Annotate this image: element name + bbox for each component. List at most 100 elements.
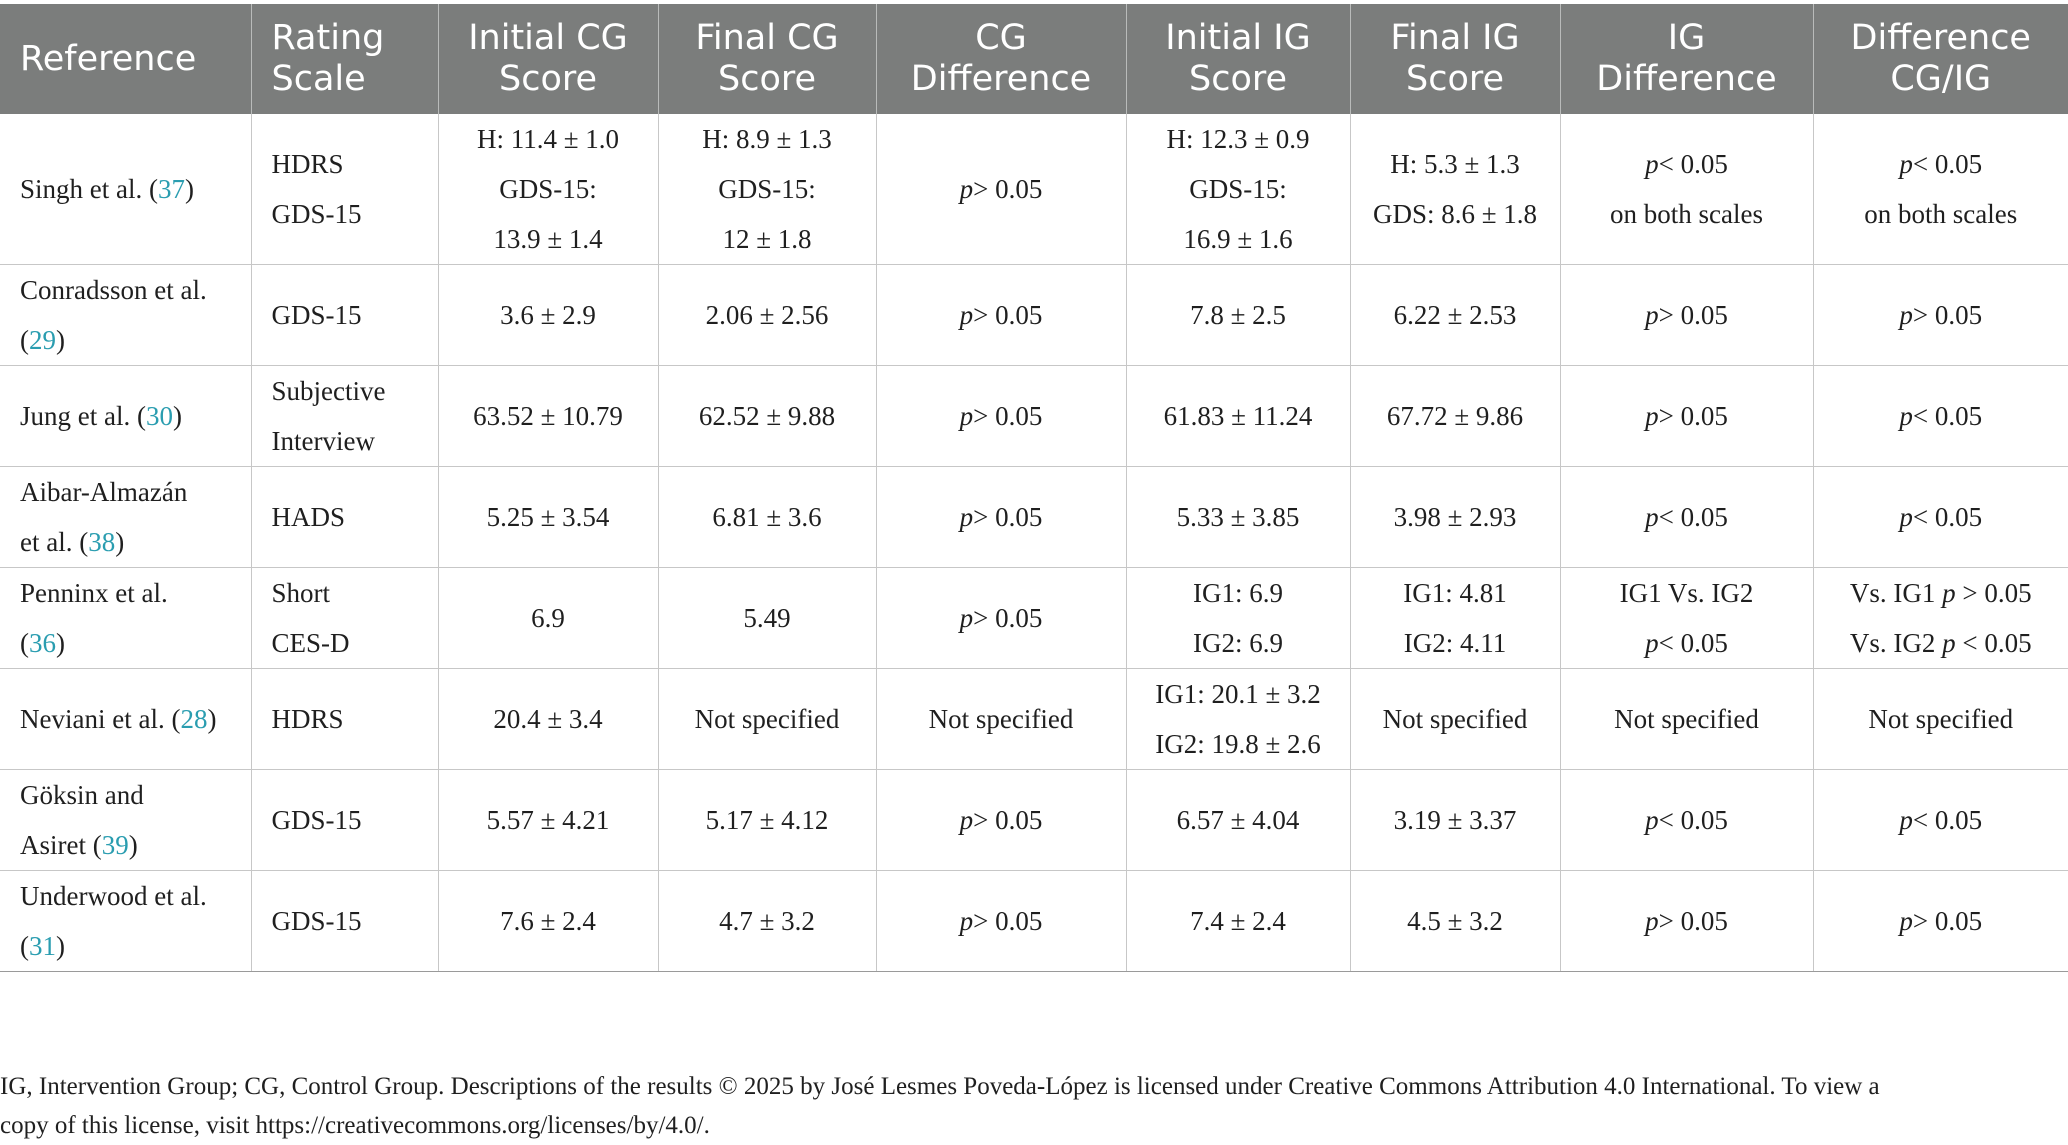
initial-ig-cell: IG1: 20.1 ± 3.2 IG2: 19.8 ± 2.6 — [1125, 668, 1350, 770]
cell-line: GDS-15: — [1189, 174, 1287, 204]
difference-cg-ig-cell: p< 0.05 on both scales — [1812, 114, 2068, 265]
final-ig-cell: IG1: 4.81 IG2: 4.11 — [1349, 567, 1560, 669]
cell-line: Not specified — [1382, 704, 1528, 734]
reference-close: ) — [56, 931, 65, 961]
final-ig-cell: 67.72 ± 9.86 — [1349, 365, 1560, 467]
header-text: Rating — [271, 18, 385, 58]
difference-cg-ig-cell: p< 0.05 — [1812, 365, 2068, 467]
header-text: Scale — [271, 59, 366, 99]
column-header-cg-difference: CG Difference — [875, 4, 1126, 114]
ig-difference-cell: IG1 Vs. IG2 p< 0.05 — [1559, 567, 1813, 669]
difference-cg-ig-cell: Not specified — [1812, 668, 2068, 770]
cell-line: 3.6 ± 2.9 — [500, 300, 596, 330]
cell-line: on both scales — [1610, 199, 1763, 229]
cg-difference-cell: Not specified — [875, 668, 1126, 770]
rating-scale-cell: GDS-15 — [250, 870, 438, 972]
rating-scale-cell: GDS-15 — [250, 264, 438, 366]
cell-line: 62.52 ± 9.88 — [698, 401, 836, 431]
initial-cg-cell: 5.57 ± 4.21 — [437, 769, 658, 871]
p-symbol: p — [959, 603, 974, 633]
final-cg-cell: Not specified — [657, 668, 876, 770]
cell-line: Not specified — [1614, 704, 1759, 734]
difference-cg-ig-cell: Vs. IG1 p > 0.05 Vs. IG2 p < 0.05 — [1812, 567, 2068, 669]
header-text: Initial CG — [468, 18, 628, 58]
p-symbol: p — [1645, 628, 1659, 658]
results-table: Reference Rating Scale Initial CG Score Final… — [0, 4, 2068, 972]
reference-cell: Underwood et al. (31) — [0, 870, 251, 972]
column-header-difference-cg-ig: Difference CG/IG — [1812, 4, 2068, 114]
reference-cell: Penninx et al. (36) — [0, 567, 251, 669]
cell-line: 5.17 ± 4.12 — [705, 805, 829, 835]
table-header: Reference Rating Scale Initial CG Score Final… — [0, 4, 2068, 114]
cell-line: Not specified — [928, 704, 1074, 734]
p-symbol: p — [959, 401, 974, 431]
initial-ig-cell: H: 12.3 ± 0.9 GDS-15: 16.9 ± 1.6 — [1125, 114, 1350, 265]
cg-difference-cell: p> 0.05 — [875, 870, 1126, 972]
initial-ig-cell: 61.83 ± 11.24 — [1125, 365, 1350, 467]
table-row: Jung et al. (30) Subjective Interview 63.52… — [0, 365, 2068, 467]
p-comparison: > 0.05 — [1912, 906, 1983, 936]
p-symbol: p — [1899, 906, 1913, 936]
p-comparison: > 0.05 — [1912, 300, 1983, 330]
cell-line: 63.52 ± 10.79 — [473, 401, 623, 431]
reference-close: ) — [184, 174, 194, 204]
ig-difference-cell: p> 0.05 — [1559, 870, 1813, 972]
cell-line: IG2: 4.11 — [1403, 628, 1507, 658]
cell-line: HADS — [271, 502, 346, 532]
reference-name: Aibar-Almazán — [20, 477, 188, 507]
reference-name: Underwood et al. — [20, 881, 207, 911]
header-text: Reference — [20, 38, 197, 79]
p-symbol: p — [1899, 401, 1913, 431]
p-value: Vs. IG2 p < 0.05 — [1824, 618, 2059, 668]
initial-cg-cell: H: 11.4 ± 1.0 GDS-15: 13.9 ± 1.4 — [437, 114, 658, 265]
reference-close: ) — [207, 704, 217, 734]
p-comparison: > 0.05 — [1658, 906, 1728, 936]
column-header-reference: Reference — [0, 4, 251, 114]
p-comparison: < 0.05 — [1912, 502, 1983, 532]
final-ig-cell: 6.22 ± 2.53 — [1349, 264, 1560, 366]
p-comparison: < 0.05 — [1912, 149, 1983, 179]
final-cg-cell: 5.49 — [657, 567, 876, 669]
p-value: p< 0.05 — [1571, 492, 1803, 542]
p-comparison: > 0.05 — [973, 300, 1043, 330]
reference-close: ) — [172, 401, 182, 431]
reference-name: Conradsson et al. — [20, 275, 207, 305]
ig-difference-cell: p< 0.05 on both scales — [1559, 114, 1813, 265]
p-value: p> 0.05 — [887, 492, 1116, 542]
cell-line: H: 12.3 ± 0.9 — [1166, 124, 1310, 154]
p-symbol: p — [959, 502, 974, 532]
cell-line: on both scales — [1864, 199, 2018, 229]
p-value: p< 0.05 — [1571, 139, 1803, 189]
cg-difference-cell: p> 0.05 — [875, 114, 1126, 265]
footnote-line-1: IG, Intervention Group; CG, Control Grou… — [0, 1073, 1880, 1100]
p-value: p> 0.05 — [1571, 290, 1803, 340]
reference-number-link: 36 — [29, 628, 56, 658]
initial-cg-cell: 5.25 ± 3.54 — [437, 466, 658, 568]
header-text: CG — [975, 18, 1027, 58]
reference-prefix: et al. ( — [20, 527, 89, 557]
reference-cell: Göksin and Asiret (39) — [0, 769, 251, 871]
cell-line: HDRS — [271, 704, 344, 734]
cell-line: 7.6 ± 2.4 — [500, 906, 596, 936]
table-row: Penninx et al. (36) Short CES-D 6.9 5.49 p> 0.… — [0, 567, 2068, 669]
p-value: p< 0.05 — [1824, 139, 2059, 189]
reference-name: Singh et al. ( — [20, 174, 158, 204]
cg-difference-cell: p> 0.05 — [875, 769, 1126, 871]
cg-difference-cell: p> 0.05 — [875, 365, 1126, 467]
header-text: Difference — [1596, 59, 1777, 99]
p-symbol: p — [1942, 628, 1956, 658]
reference-line: et al. (38) — [20, 517, 241, 567]
p-symbol: p — [959, 174, 974, 204]
reference-line: (36) — [20, 618, 241, 668]
header-text: CG/IG — [1890, 59, 1992, 99]
table-footnote: IG, Intervention Group; CG, Control Grou… — [0, 1067, 2040, 1145]
cell-line: 61.83 ± 11.24 — [1163, 401, 1313, 431]
final-ig-cell: 4.5 ± 3.2 — [1349, 870, 1560, 972]
initial-ig-cell: 7.8 ± 2.5 — [1125, 264, 1350, 366]
p-symbol: p — [959, 906, 974, 936]
reference-cell: Aibar-Almazán et al. (38) — [0, 466, 251, 568]
p-value: p< 0.05 — [1824, 795, 2059, 845]
p-value: p> 0.05 — [1824, 290, 2059, 340]
cell-line: 5.49 — [743, 603, 791, 633]
difference-cg-ig-cell: p> 0.05 — [1812, 264, 2068, 366]
